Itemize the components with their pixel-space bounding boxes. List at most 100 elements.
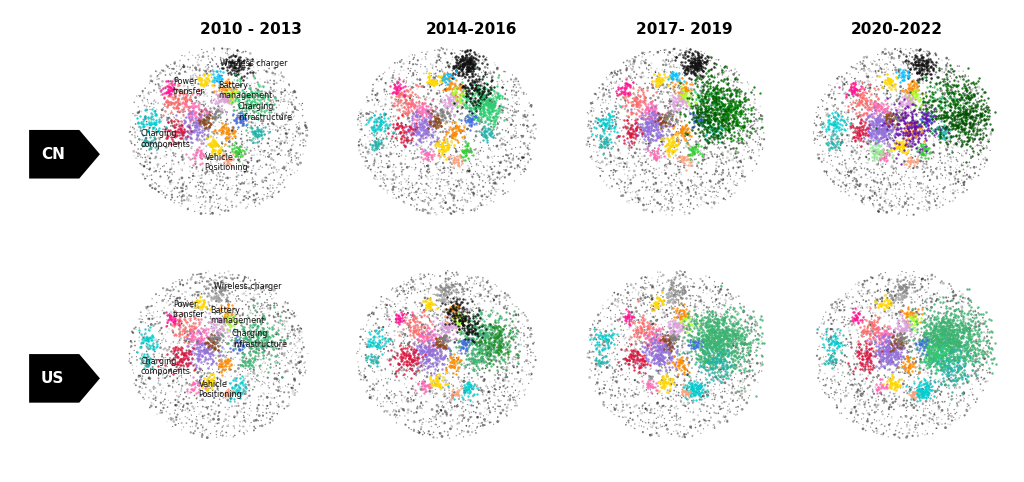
Point <box>915 391 932 399</box>
Point <box>662 403 678 411</box>
Point <box>181 124 198 132</box>
Point <box>693 48 710 55</box>
Point <box>919 206 935 214</box>
Point <box>483 165 500 173</box>
Point <box>860 72 877 80</box>
Point <box>820 350 837 358</box>
Point <box>674 319 690 326</box>
Point <box>201 291 217 298</box>
Point <box>867 338 884 346</box>
Point <box>457 331 473 339</box>
Point <box>855 283 871 291</box>
Point <box>670 162 686 170</box>
Point <box>974 143 990 150</box>
Point <box>241 96 257 104</box>
Point <box>371 113 387 121</box>
Point <box>693 65 710 73</box>
Point <box>600 341 616 348</box>
Point <box>636 409 652 416</box>
Point <box>934 340 950 348</box>
Point <box>610 91 627 98</box>
Point <box>194 107 210 115</box>
Point <box>858 106 874 113</box>
Point <box>219 127 236 134</box>
Point <box>435 297 452 305</box>
Point <box>249 123 265 131</box>
Point <box>411 359 427 367</box>
Point <box>181 163 198 171</box>
Point <box>742 344 759 352</box>
Point <box>716 330 732 338</box>
Point <box>169 379 185 387</box>
Point <box>177 360 194 368</box>
Point <box>676 402 692 409</box>
Point <box>246 426 262 433</box>
Point <box>266 80 283 87</box>
Point <box>507 402 523 410</box>
Point <box>961 301 977 309</box>
Point <box>204 324 220 332</box>
Point <box>862 124 879 132</box>
Point <box>181 107 198 115</box>
Point <box>940 415 956 423</box>
Point <box>853 349 869 357</box>
Point <box>202 385 218 392</box>
Point <box>361 141 378 148</box>
Point <box>395 198 412 206</box>
Point <box>950 346 967 354</box>
Point <box>885 70 901 78</box>
Point <box>905 65 922 73</box>
Point <box>283 117 299 124</box>
Point <box>939 59 955 67</box>
Point <box>455 60 471 68</box>
Point <box>708 126 724 134</box>
Point <box>720 107 736 115</box>
Point <box>671 335 687 343</box>
Point <box>912 356 929 363</box>
Point <box>835 346 851 354</box>
Point <box>840 379 856 387</box>
Point <box>685 59 701 67</box>
Point <box>480 293 497 300</box>
Point <box>213 64 229 72</box>
Point <box>706 199 722 206</box>
Point <box>445 165 462 173</box>
Point <box>723 335 739 343</box>
Point <box>651 335 668 343</box>
Point <box>202 412 218 419</box>
Point <box>459 83 475 91</box>
Point <box>445 98 462 106</box>
Point <box>905 362 922 370</box>
Point <box>628 125 644 133</box>
Point <box>213 147 229 155</box>
Point <box>627 318 643 326</box>
Point <box>182 303 199 310</box>
Point <box>669 388 685 396</box>
Point <box>473 200 489 208</box>
Point <box>222 91 239 98</box>
Point <box>746 157 763 165</box>
Point <box>681 292 697 299</box>
Point <box>696 144 713 151</box>
Point <box>216 170 232 178</box>
Point <box>904 315 921 322</box>
Point <box>196 289 212 297</box>
Point <box>637 140 653 147</box>
Point <box>422 303 438 311</box>
Point <box>684 340 700 348</box>
Point <box>912 396 929 404</box>
Point <box>660 190 677 198</box>
Point <box>676 68 692 76</box>
Point <box>896 160 912 168</box>
Point <box>437 147 454 154</box>
Point <box>453 176 469 184</box>
Point <box>179 414 196 422</box>
Point <box>465 98 481 106</box>
Point <box>404 99 421 107</box>
Point <box>386 394 402 402</box>
Point <box>455 321 471 329</box>
Point <box>692 332 709 340</box>
Point <box>145 386 162 393</box>
Point <box>698 304 715 311</box>
Point <box>694 197 711 205</box>
